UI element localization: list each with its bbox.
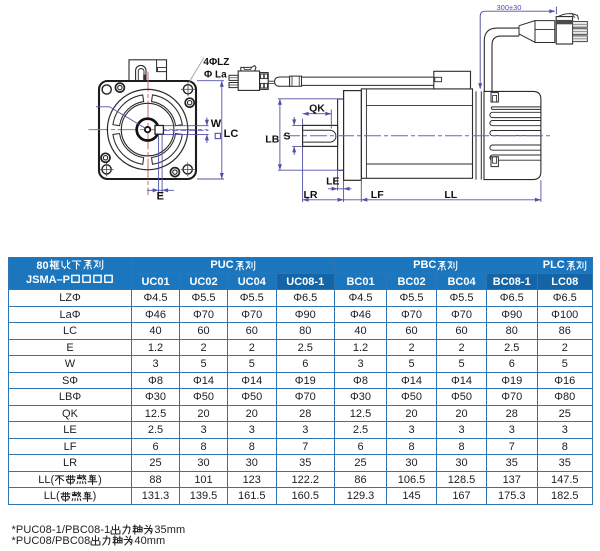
svg-text:LC: LC — [224, 128, 239, 140]
svg-text:LL: LL — [444, 189, 457, 201]
svg-text:LF: LF — [371, 189, 384, 201]
svg-text:Φ La: Φ La — [204, 69, 227, 80]
svg-text:W: W — [211, 118, 222, 130]
svg-text:S: S — [283, 131, 290, 143]
svg-text:LE: LE — [326, 175, 339, 187]
svg-text:300±30: 300±30 — [497, 3, 522, 12]
svg-text:E: E — [157, 191, 164, 203]
svg-text:LB: LB — [265, 133, 279, 145]
svg-text:LR: LR — [304, 189, 318, 201]
svg-text:4ΦLZ: 4ΦLZ — [203, 57, 229, 68]
svg-text:QK: QK — [309, 102, 325, 114]
